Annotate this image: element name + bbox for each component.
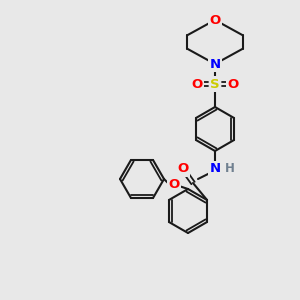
- Text: H: H: [225, 163, 235, 176]
- Text: O: O: [168, 178, 180, 190]
- Text: S: S: [210, 77, 220, 91]
- Text: N: N: [209, 58, 220, 70]
- Text: O: O: [191, 77, 203, 91]
- Text: O: O: [209, 14, 220, 26]
- Text: O: O: [227, 77, 239, 91]
- Text: N: N: [209, 163, 220, 176]
- Text: O: O: [177, 163, 189, 176]
